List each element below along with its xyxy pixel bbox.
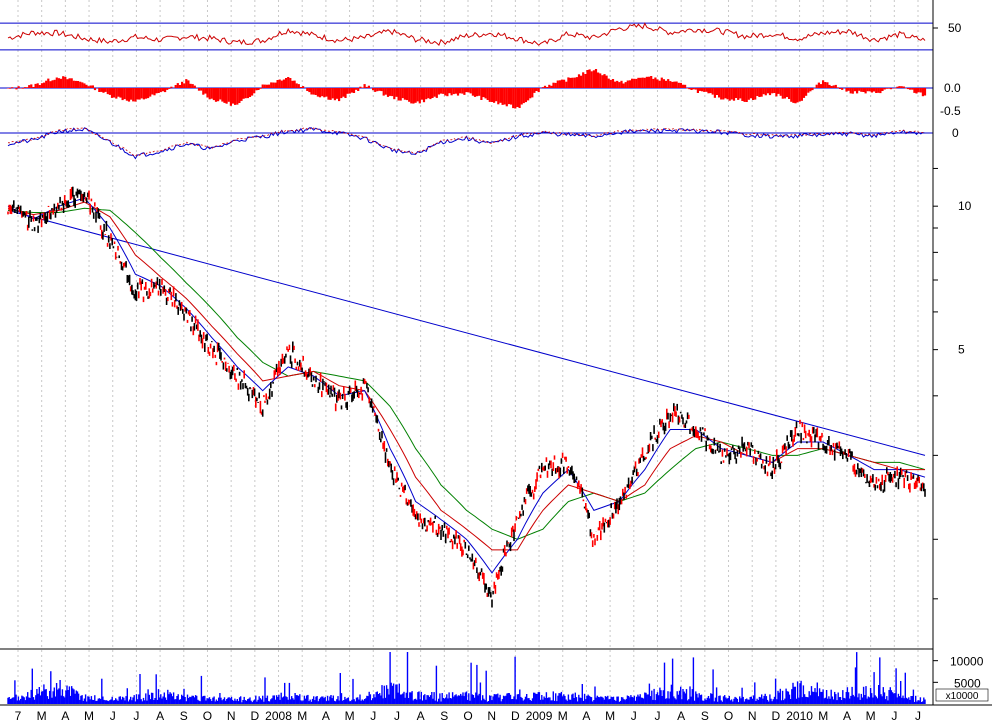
x-tick-label: J	[891, 709, 897, 723]
x-tick-label: S	[440, 709, 448, 723]
x-tick-label: O	[463, 709, 472, 723]
x-tick-label: M	[345, 709, 355, 723]
x-tick-label: 2010	[786, 709, 813, 723]
rsi-panel: 50	[0, 21, 962, 51]
x-tick-label: S	[180, 709, 188, 723]
moving-average-line	[7, 197, 926, 574]
moving-average-line	[7, 201, 925, 551]
y-tick-label: -0.5	[940, 104, 961, 118]
vertical-gridlines	[17, 0, 919, 705]
x-tick-label: J	[394, 709, 400, 723]
oscillator-line	[7, 127, 926, 160]
y-tick-label: 10000	[950, 655, 984, 669]
price-panel: 10 5	[7, 167, 972, 608]
volume-unit-box	[935, 688, 989, 702]
x-tick-label: N	[748, 709, 757, 723]
x-tick-label: J	[370, 709, 376, 723]
x-tick-label: M	[866, 709, 876, 723]
y-tick-label: 5	[958, 343, 965, 357]
x-tick-label: M	[37, 709, 47, 723]
x-tick-label: J	[631, 709, 637, 723]
y-tick-label: 0.0	[944, 81, 961, 95]
x-tick-label: M	[558, 709, 568, 723]
x-tick-label: A	[61, 709, 69, 723]
y-tick-label: 0	[952, 126, 959, 140]
x-tick-label: 2008	[265, 709, 292, 723]
histogram-panel: 0.0 -0.5	[0, 69, 961, 118]
x-tick-label: N	[487, 709, 496, 723]
y-tick-label: 10	[958, 199, 972, 213]
rsi-line	[7, 22, 926, 46]
x-tick-label: M	[84, 709, 94, 723]
x-tick-label: N	[227, 709, 236, 723]
x-tick-label: D	[251, 709, 260, 723]
x-tick-label: J	[654, 709, 660, 723]
signal-line	[7, 127, 926, 157]
x-tick-label: D	[511, 709, 520, 723]
oscillator-panel: 0	[0, 126, 959, 160]
x-tick-label: 7	[15, 709, 22, 723]
y-tick-label: 50	[948, 21, 962, 35]
x-tick-label: M	[605, 709, 615, 723]
x-tick-label: A	[322, 709, 330, 723]
x-tick-label: M	[297, 709, 307, 723]
x-tick-label: A	[582, 709, 590, 723]
x-tick-label: J	[110, 709, 116, 723]
x-tick-label: A	[677, 709, 685, 723]
x-tick-label: J	[915, 709, 921, 723]
x-tick-label: J	[133, 709, 139, 723]
x-tick-label: S	[701, 709, 709, 723]
x-tick-label: O	[724, 709, 733, 723]
y-tick-label: 5000	[954, 676, 981, 690]
volume-unit-label: x10000	[946, 691, 979, 702]
x-tick-label: M	[818, 709, 828, 723]
x-tick-label: A	[417, 709, 425, 723]
x-tick-label: D	[772, 709, 781, 723]
x-tick-label: 2009	[526, 709, 553, 723]
x-tick-label: A	[843, 709, 851, 723]
moving-average-line	[7, 207, 926, 540]
x-tick-label: A	[156, 709, 164, 723]
x-tick-label: O	[203, 709, 212, 723]
trendline	[7, 209, 926, 456]
